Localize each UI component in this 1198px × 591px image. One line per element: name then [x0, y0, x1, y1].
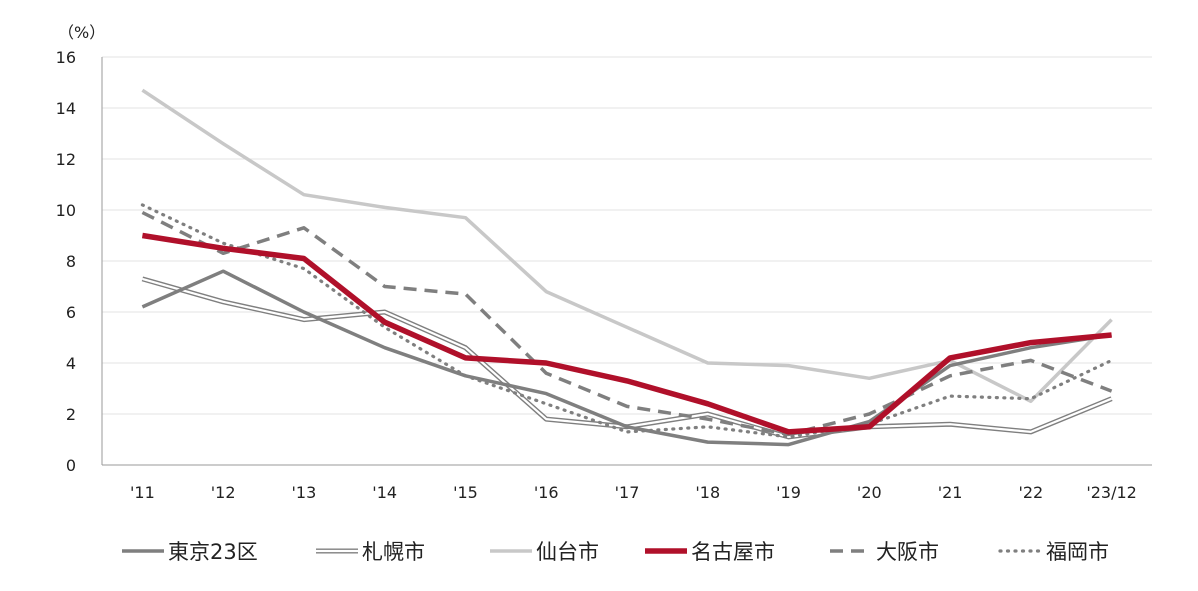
y-tick-label: 0: [66, 456, 76, 475]
legend-label: 名古屋市: [691, 540, 775, 564]
x-tick-label: '23/12: [1086, 483, 1137, 502]
legend-label: 福岡市: [1046, 540, 1109, 564]
x-tick-label: '19: [776, 483, 801, 502]
x-tick-label: '20: [857, 483, 882, 502]
y-tick-label: 14: [56, 99, 76, 118]
series-lines: [140, 88, 1114, 447]
legend-label: 札幌市: [362, 540, 425, 564]
legend-label: 東京23区: [168, 540, 258, 564]
series-line: [140, 203, 1114, 439]
x-tick-label: '18: [695, 483, 720, 502]
legend-label: 仙台市: [536, 540, 599, 564]
legend-item: 名古屋市: [645, 540, 775, 564]
series-line: [141, 232, 1112, 435]
y-tick-label: 6: [66, 303, 76, 322]
y-tick-label: 10: [56, 201, 76, 220]
axes: [101, 57, 1152, 466]
series-line: [141, 269, 1112, 447]
series-line: [141, 210, 1113, 437]
series-line-path: [141, 210, 1113, 437]
x-tick-label: '16: [534, 483, 559, 502]
legend-item: 福岡市: [998, 540, 1109, 564]
gridlines: [102, 56, 1152, 415]
y-tick-label: 2: [66, 405, 76, 424]
x-tick-label: '22: [1018, 483, 1043, 502]
legend-item: 大阪市: [830, 540, 939, 564]
y-tick-label: 12: [56, 150, 76, 169]
x-tick-label: '17: [615, 483, 640, 502]
x-tick-labels: '11 '12 '13 '14 '15 '16 '17 '18 '19 '20 '21 '22 '23/…: [130, 483, 1137, 502]
x-tick-label: '11: [130, 483, 155, 502]
legend-item: 仙台市: [490, 540, 599, 564]
x-tick-label: '12: [211, 483, 236, 502]
y-axis-unit-label: （%）: [58, 23, 105, 42]
legend-label: 大阪市: [876, 540, 939, 564]
y-tick-labels: 0 2 4 6 8 10 12 14 16: [56, 48, 76, 475]
x-tick-label: '13: [292, 483, 317, 502]
legend-item: 札幌市: [316, 540, 425, 564]
x-tick-label: '14: [372, 483, 397, 502]
legend-item: 東京23区: [122, 540, 258, 564]
x-tick-label: '15: [453, 483, 478, 502]
y-tick-label: 4: [66, 354, 76, 373]
y-tick-label: 16: [56, 48, 76, 67]
legend: 東京23区 札幌市 仙台市 名古屋市 大阪市 福岡市: [122, 540, 1109, 564]
series-line-path: [140, 203, 1114, 439]
series-line-path: [141, 232, 1112, 435]
series-line-path: [141, 269, 1112, 447]
x-tick-label: '21: [938, 483, 963, 502]
y-tick-label: 8: [66, 252, 76, 271]
